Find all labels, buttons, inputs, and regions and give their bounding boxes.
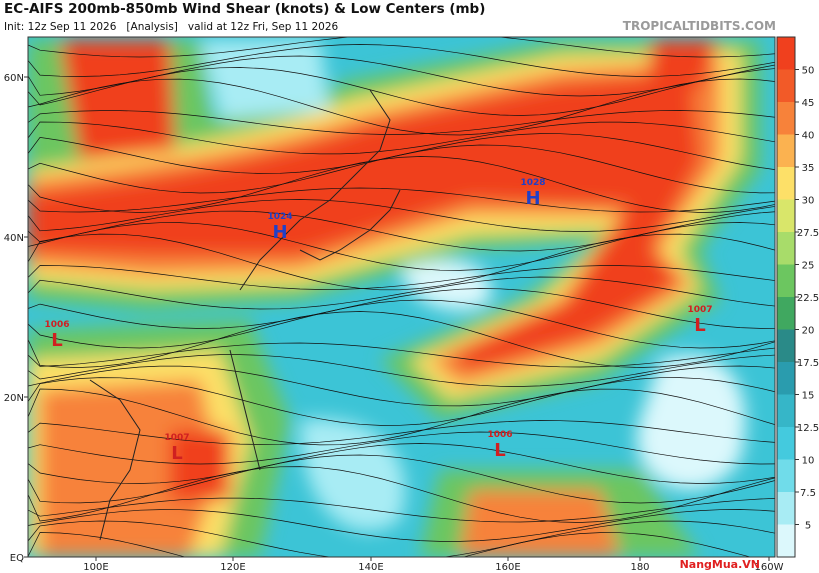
colorbar-label: 45 bbox=[802, 98, 815, 109]
colorbar-label: 10 bbox=[802, 456, 815, 467]
center-pressure: 1028 bbox=[520, 178, 545, 188]
lon-label: 100E bbox=[83, 562, 108, 573]
colorbar-label: 12.5 bbox=[797, 423, 819, 434]
streamline bbox=[28, 497, 775, 523]
colorbar-segment bbox=[777, 167, 795, 200]
center-symbol: L bbox=[51, 330, 62, 351]
center-symbol: H bbox=[525, 188, 540, 209]
streamline bbox=[28, 311, 775, 368]
colorbar-segment bbox=[777, 329, 795, 363]
colorbar-label: 27.5 bbox=[797, 228, 819, 239]
lon-label: 180 bbox=[630, 562, 649, 573]
shear-field bbox=[28, 37, 775, 557]
colorbar-segment bbox=[777, 524, 795, 558]
colorbar-label: 15 bbox=[802, 391, 815, 402]
colorbar-label: 20 bbox=[802, 326, 815, 337]
streamline bbox=[28, 222, 775, 271]
streamline bbox=[28, 509, 775, 542]
center-pressure: 1006 bbox=[487, 430, 512, 440]
streamline bbox=[28, 443, 775, 484]
streamline bbox=[28, 520, 775, 557]
lat-label: EQ bbox=[10, 553, 24, 564]
colorbar: 50 45 40 35 30 27.5 25 22.5 20 17.5 15 12.5 10 7.5 5 bbox=[776, 36, 819, 558]
colorbar-segment bbox=[777, 37, 795, 70]
lon-label: 160W bbox=[755, 562, 784, 573]
coastlines bbox=[89, 89, 401, 541]
streamlines bbox=[28, 37, 775, 557]
streamline bbox=[28, 156, 775, 213]
colorbar-label: 22.5 bbox=[797, 293, 819, 304]
colorbar-segment bbox=[777, 459, 795, 493]
lon-label: 160E bbox=[495, 562, 520, 573]
colorbar-frame bbox=[776, 36, 796, 558]
colorbar-label: 40 bbox=[802, 131, 815, 142]
center-symbol: L bbox=[171, 443, 182, 464]
center-pressure: 1006 bbox=[44, 320, 69, 330]
streamline bbox=[28, 44, 775, 77]
streamline bbox=[28, 431, 775, 465]
colorbar-segment bbox=[777, 232, 795, 265]
streamline bbox=[28, 265, 775, 290]
colorbar-label: 30 bbox=[802, 196, 815, 207]
streamline bbox=[28, 365, 775, 407]
map-frame bbox=[27, 36, 776, 558]
map-axes: 60N 40N 20N EQ 100E 120E 140E 160E 180 160W bbox=[4, 73, 784, 573]
watermark: NangMua.VN bbox=[680, 558, 760, 571]
colorbar-segment bbox=[777, 69, 795, 103]
colorbar-segment bbox=[777, 199, 795, 233]
colorbar-label: 35 bbox=[802, 163, 815, 174]
colorbar-segment bbox=[777, 297, 795, 330]
colorbar-label: 5 bbox=[805, 521, 811, 532]
colorbar-segment bbox=[777, 492, 795, 525]
colorbar-label: 17.5 bbox=[797, 358, 819, 369]
streamline bbox=[28, 377, 775, 426]
streamline bbox=[28, 199, 775, 232]
colorbar-label: 50 bbox=[802, 66, 815, 77]
streamline bbox=[28, 342, 775, 368]
center-pressure: 1007 bbox=[687, 305, 712, 315]
streamline bbox=[28, 110, 775, 135]
colorbar-segment bbox=[777, 394, 795, 428]
streamline bbox=[28, 276, 775, 310]
lon-label: 120E bbox=[220, 562, 245, 573]
colorbar-segment bbox=[777, 427, 795, 460]
streamline bbox=[28, 37, 775, 58]
streamline bbox=[28, 187, 775, 213]
center-pressure: 1024 bbox=[267, 212, 292, 222]
center-symbol: H bbox=[272, 222, 287, 243]
streamline bbox=[28, 354, 775, 387]
streamline bbox=[28, 388, 775, 446]
lon-label: 140E bbox=[358, 562, 383, 573]
center-pressure: 1007 bbox=[164, 433, 189, 443]
colorbar-label: 25 bbox=[802, 261, 815, 272]
colorbar-label: 7.5 bbox=[800, 488, 816, 499]
lat-label: 20N bbox=[4, 393, 24, 404]
lat-label: 60N bbox=[4, 73, 24, 84]
streamline bbox=[28, 466, 775, 523]
subtitle: Init: 12z Sep 11 2026 [Analysis] valid a… bbox=[4, 21, 339, 33]
streamline bbox=[28, 288, 775, 329]
streamline bbox=[28, 121, 775, 155]
streamline bbox=[28, 233, 775, 291]
streamline bbox=[28, 144, 775, 194]
streamline bbox=[28, 299, 775, 349]
streamline bbox=[28, 67, 775, 116]
streamline bbox=[28, 420, 775, 445]
center-symbol: L bbox=[694, 315, 705, 336]
colorbar-segment bbox=[777, 102, 795, 135]
center-symbol: L bbox=[494, 440, 505, 461]
colorbar-segment bbox=[777, 264, 795, 298]
colorbar-segment bbox=[777, 362, 795, 395]
title: EC-AIFS 200mb-850mb Wind Shear (knots) &… bbox=[4, 1, 485, 17]
streamline bbox=[28, 454, 775, 504]
site-name: TROPICALTIDBITS.COM bbox=[623, 19, 776, 33]
colorbar-segment bbox=[777, 134, 795, 168]
streamline bbox=[28, 532, 752, 557]
lat-label: 40N bbox=[4, 233, 24, 244]
streamline bbox=[28, 78, 775, 136]
